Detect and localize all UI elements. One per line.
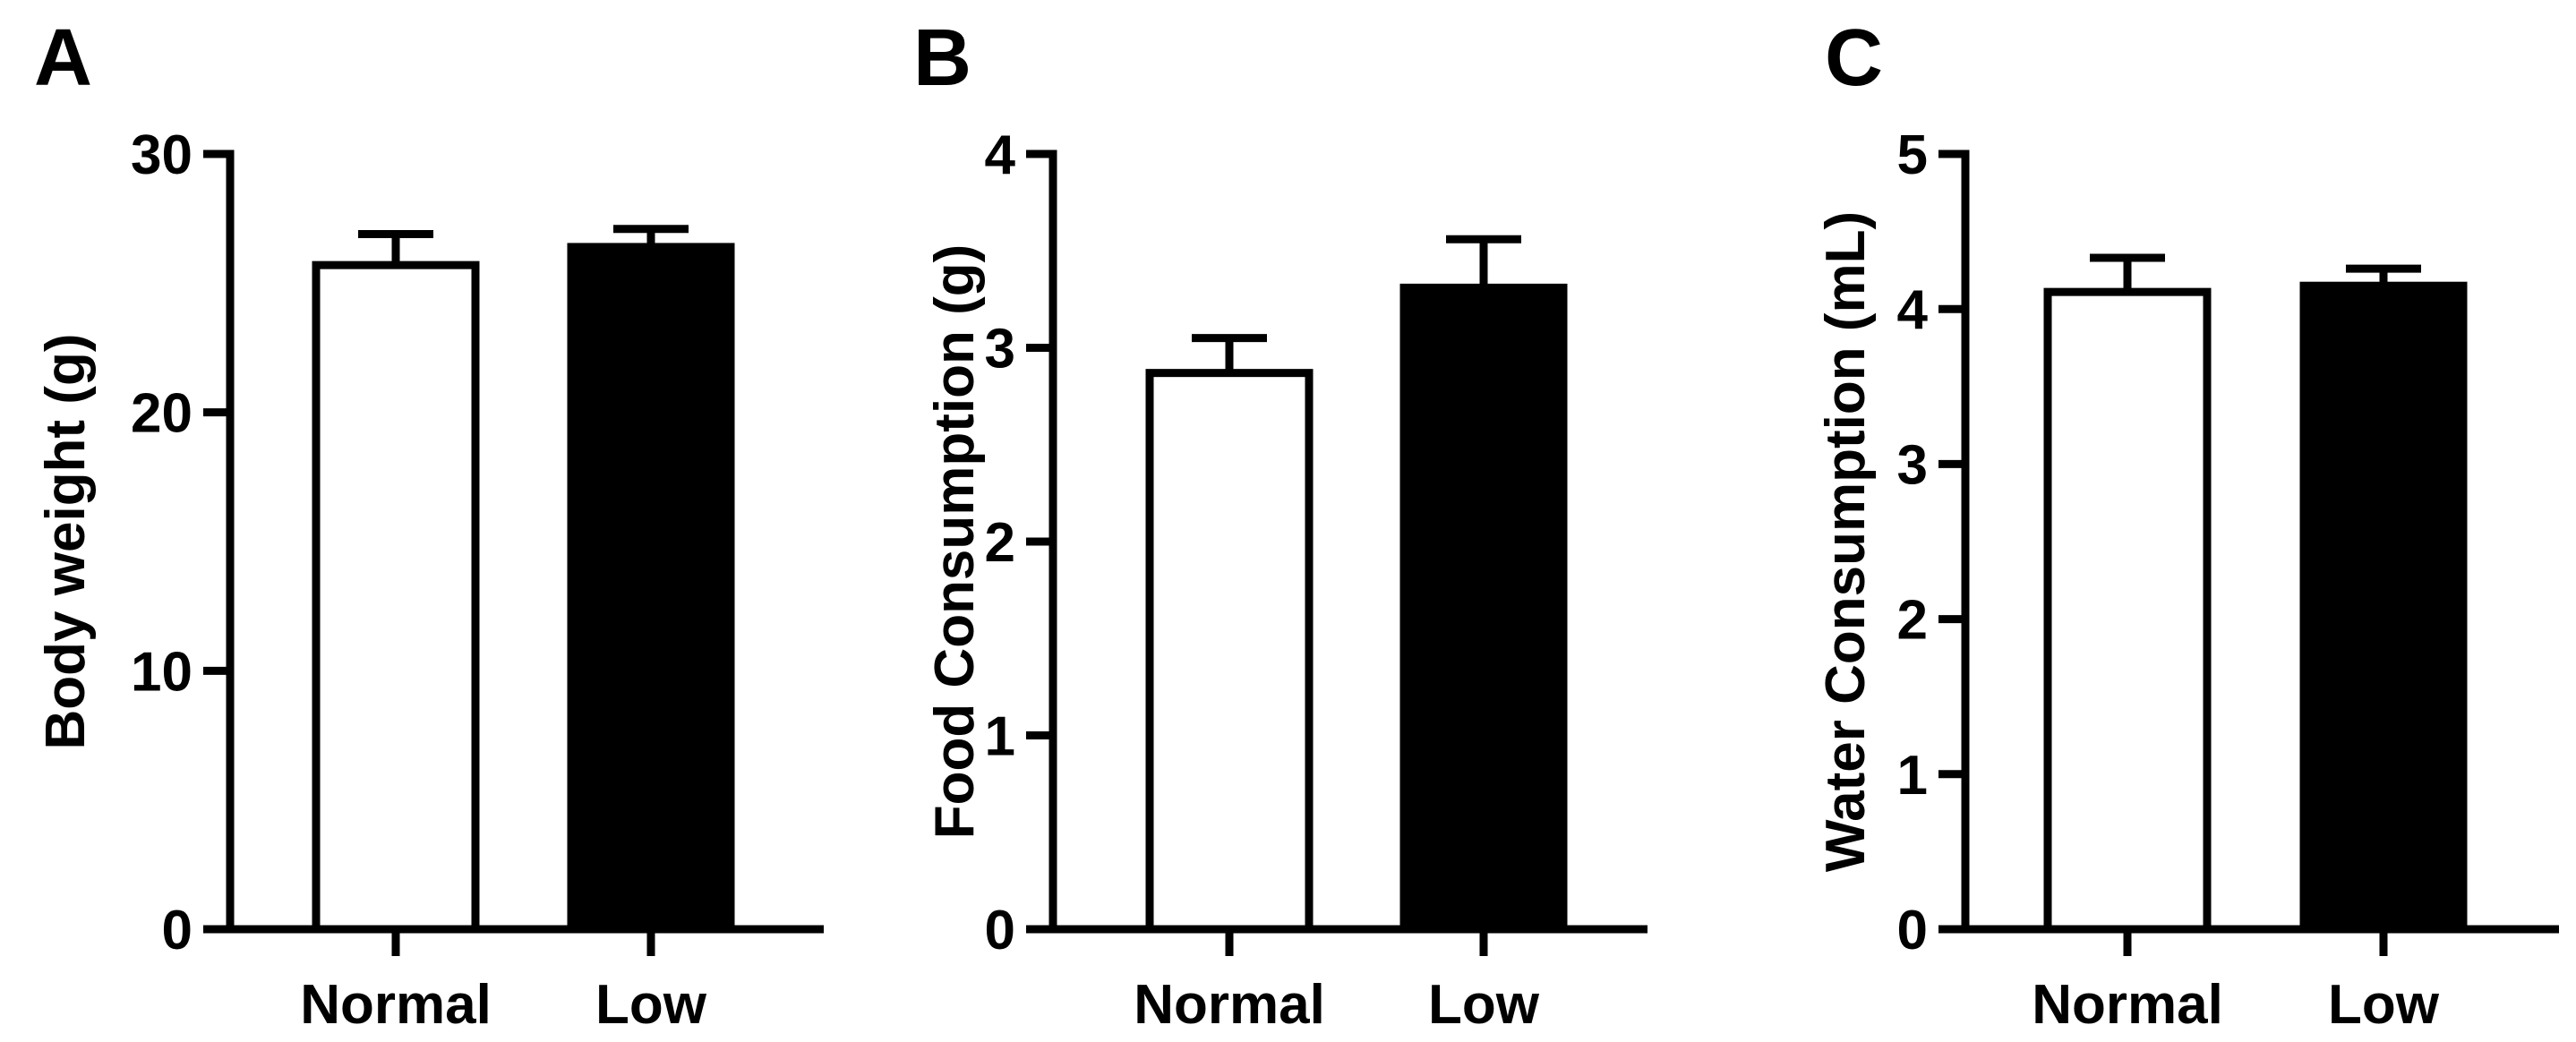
panel-a-bar-low [567, 243, 735, 934]
panel-c-ytick-label: 2 [1897, 590, 1928, 652]
panel-b-ytick-label: 4 [985, 124, 1016, 186]
panel-a-xtick-label-low: Low [595, 974, 707, 1036]
panel-b-y-axis-title: Food Consumption (g) [924, 244, 986, 840]
panel-c-ytick-label: 3 [1897, 434, 1928, 496]
panel-b-bar-low [1399, 283, 1568, 934]
panel-c-ytick-label: 0 [1897, 900, 1928, 961]
panel-a-ytick-label: 20 [131, 383, 193, 445]
panel-b-ytick-label: 0 [985, 900, 1015, 961]
panel-c-ytick-label: 5 [1897, 124, 1928, 186]
panel-b-xtick-label-low: Low [1428, 974, 1540, 1036]
panel-c-bar-low [2299, 281, 2468, 934]
panel-b-ytick-label: 3 [985, 319, 1015, 380]
panel-c-xtick-label-low: Low [2328, 974, 2440, 1036]
panel-a-ytick-label: 10 [131, 641, 193, 703]
panel-b-bar-normal [1145, 369, 1314, 934]
panel-a-ytick-label: 30 [131, 124, 193, 186]
panel-c-xtick-label-normal: Normal [2032, 974, 2223, 1036]
panel-b-letter: B [913, 13, 971, 103]
panel-c-letter: C [1825, 13, 1883, 103]
panel-b-xtick-label-normal: Normal [1134, 974, 1325, 1036]
panel-b-ytick-label: 1 [985, 706, 1015, 768]
panel-a-ytick-label: 0 [162, 900, 193, 961]
panel-a-bar-normal [312, 260, 480, 934]
panel-c-y-axis-title: Water Consumption (mL) [1815, 211, 1877, 872]
panel-a-xtick-label-normal: Normal [300, 974, 492, 1036]
panel-a-y-axis-title: Body weight (g) [35, 334, 97, 750]
panel-c-ytick-label: 1 [1897, 745, 1928, 807]
panel-c-ytick-label: 4 [1897, 279, 1929, 341]
panel-a-letter: A [34, 13, 92, 103]
panel-c-bar-normal [2043, 287, 2212, 934]
panel-b-ytick-label: 2 [985, 512, 1015, 574]
